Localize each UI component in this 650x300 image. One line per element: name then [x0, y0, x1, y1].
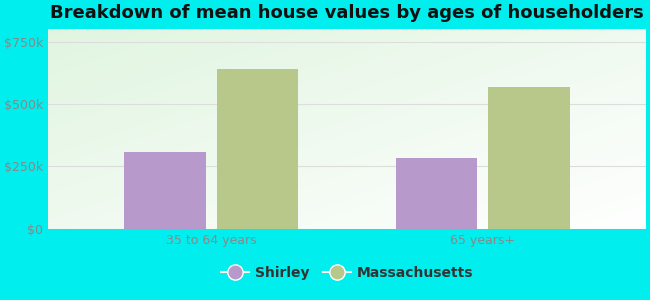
- Bar: [124, 152, 206, 229]
- Title: Breakdown of mean house values by ages of householders: Breakdown of mean house values by ages o…: [50, 4, 644, 22]
- Bar: [396, 158, 478, 229]
- Bar: [216, 69, 298, 229]
- Bar: [488, 87, 570, 229]
- Legend: Shirley, Massachusetts: Shirley, Massachusetts: [216, 261, 478, 286]
